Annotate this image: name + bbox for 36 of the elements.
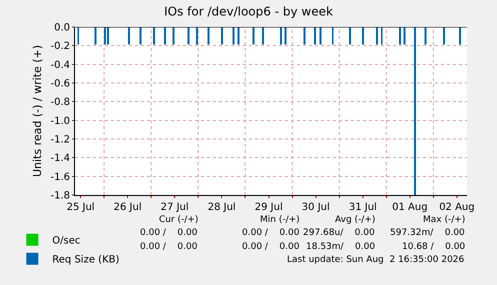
text: Avg (-/+)	[335, 215, 376, 225]
y-tick-label: -1.4	[50, 153, 70, 164]
y-tick-label: -1.0	[50, 116, 70, 127]
x-tick-label: 31 Jul	[348, 202, 377, 213]
text: 297.68u/ 0.00	[303, 228, 375, 238]
text: 597.32m/ 0.00	[390, 228, 466, 238]
x-tick-label: 02 Aug	[439, 202, 475, 213]
x-tick-label: 26 Jul	[114, 202, 142, 213]
chart-title: IOs for /dev/loop6 - by week	[164, 4, 333, 19]
text: Max (-/+)	[423, 215, 466, 225]
y-tick-label: -1.2	[50, 134, 70, 146]
y-tick-label: -0.8	[50, 97, 70, 108]
legend-label: O/sec	[52, 236, 80, 247]
x-tick-label: 29 Jul	[254, 202, 283, 213]
x-tick-label: 27 Jul	[160, 202, 189, 213]
text: 0.00 / 0.00	[242, 242, 300, 252]
text: Cur (-/+)	[159, 215, 198, 225]
text: 0.00 / 0.00	[242, 228, 300, 238]
y-tick-label: -0.2	[50, 41, 70, 52]
text: 10.68 / 0.00	[402, 242, 466, 252]
x-tick-label: 30 Jul	[302, 202, 330, 213]
y-tick-label: -1.8	[50, 190, 70, 202]
text: 18.53m/ 0.00	[306, 242, 376, 252]
text: Min (-/+)	[260, 215, 300, 225]
text: 0.00 / 0.00	[140, 228, 198, 238]
x-tick-label: 25 Jul	[66, 202, 95, 213]
legend-label: Req Size (KB)	[52, 254, 120, 266]
y-axis-title: Units read (-) / write (+)	[31, 44, 44, 178]
x-tick-label: 28 Jul	[208, 202, 236, 213]
y-tick-label: -1.6	[50, 172, 70, 183]
text: 0.00 / 0.00	[140, 242, 198, 252]
text: Last update: Sun Aug 2 16:35:00 2026	[287, 255, 465, 265]
y-tick-label: -0.6	[50, 78, 70, 90]
y-tick-label: 0.0	[54, 22, 70, 34]
x-tick-label: 01 Aug	[392, 202, 428, 213]
y-tick-label: -0.4	[50, 60, 70, 71]
